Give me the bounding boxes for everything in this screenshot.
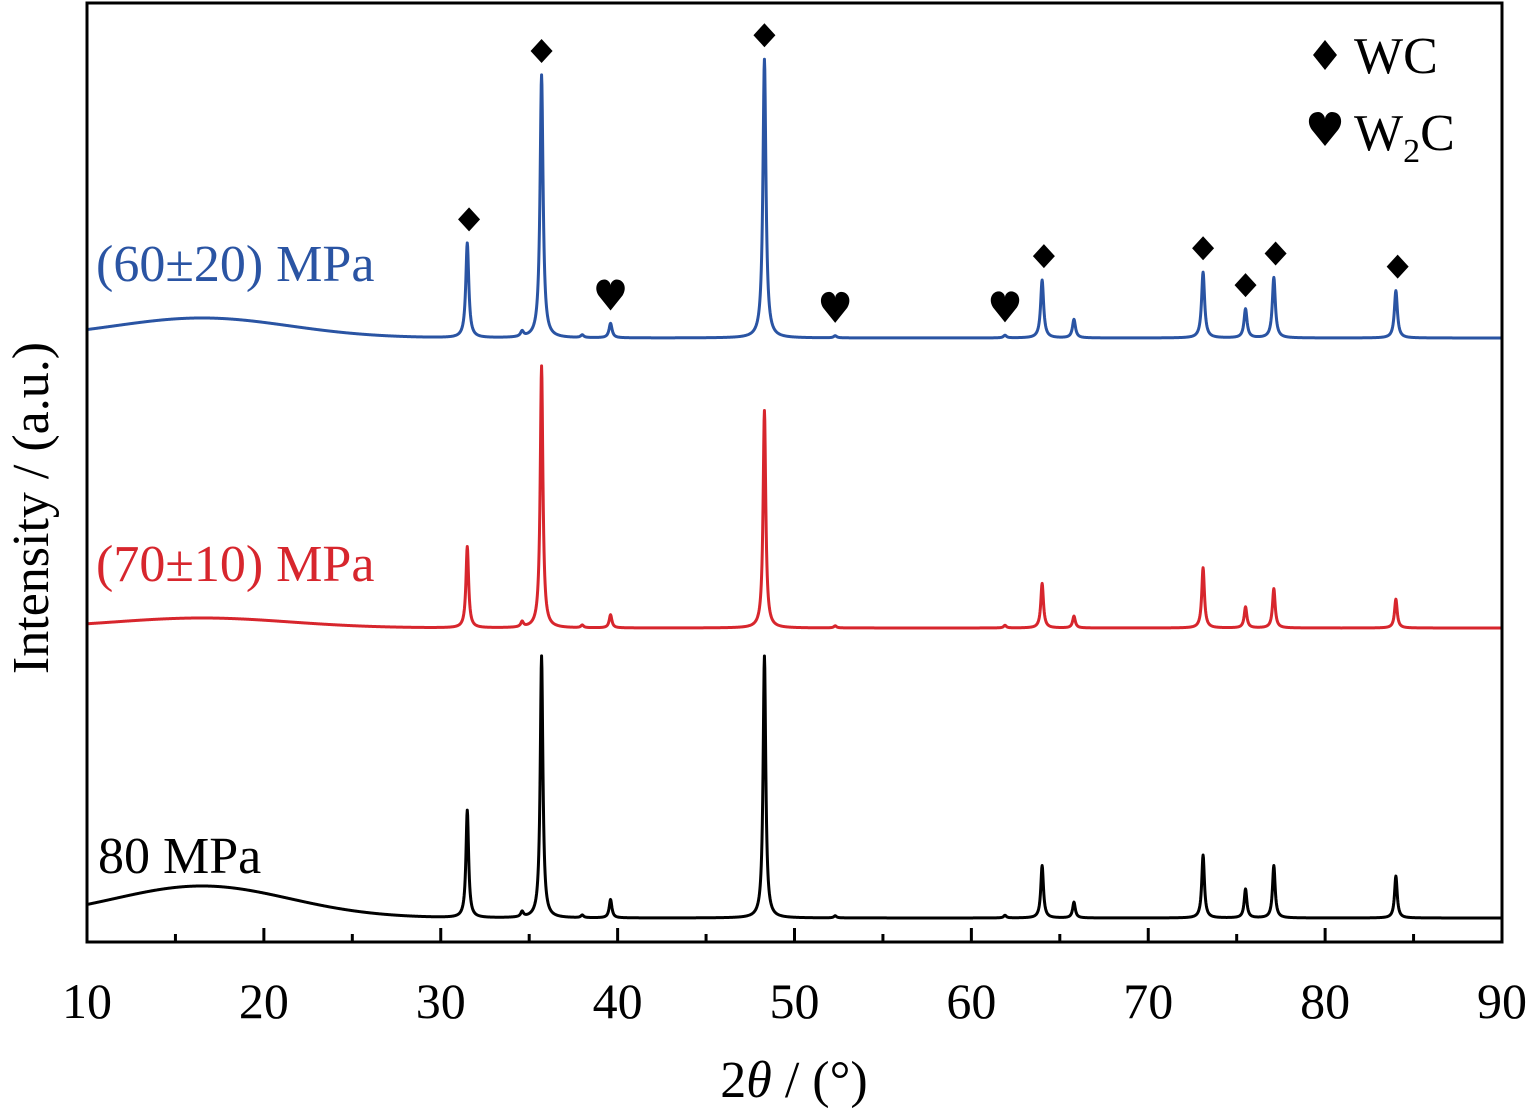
x-tick-label: 40: [593, 973, 643, 1029]
x-tick-label: 20: [239, 973, 289, 1029]
y-axis-label: Intensity / (a.u.): [3, 342, 60, 674]
wc-peak-diamond-icon: [1264, 241, 1287, 266]
series-label-70: (70±10) MPa: [96, 536, 374, 593]
series-label-60: (60±20) MPa: [96, 236, 374, 293]
w2c-peak-heart-icon: [596, 279, 625, 311]
wc-peak-diamond-icon: [458, 207, 481, 232]
x-tick-label: 10: [62, 973, 112, 1029]
wc-peak-diamond-icon: [1192, 236, 1215, 261]
x-tick-label: 50: [770, 973, 820, 1029]
wc-peak-diamond-icon: [753, 23, 776, 48]
legend-wc-diamond-icon: [1313, 40, 1337, 70]
series-label-80: 80 MPa: [98, 828, 261, 885]
x-tick-label: 70: [1123, 973, 1173, 1029]
wc-peak-diamond-icon: [1234, 273, 1257, 298]
legend-label-w2c: W2C: [1354, 105, 1455, 170]
legend-label-wc: WC: [1354, 28, 1438, 85]
series-line-0: [85, 57, 1504, 340]
series-line-1: [85, 364, 1504, 630]
w2c-peak-heart-icon: [990, 291, 1020, 323]
x-tick-label: 60: [946, 973, 996, 1029]
plot-frame: [85, 1, 1504, 944]
wc-peak-diamond-icon: [1032, 244, 1055, 269]
legend: WC W2C: [1308, 28, 1455, 170]
x-tick-label: 80: [1300, 973, 1350, 1029]
wc-peak-diamond-icon: [1386, 254, 1409, 279]
legend-w2c-heart-icon: [1308, 112, 1342, 146]
w2c-peak-heart-icon: [820, 291, 850, 323]
series-line-2: [85, 654, 1504, 920]
x-tick-label: 90: [1477, 973, 1527, 1029]
wc-peak-diamond-icon: [530, 39, 553, 63]
x-tick-label: 30: [416, 973, 466, 1029]
x-axis-label: 2θ / (°): [720, 1052, 867, 1109]
